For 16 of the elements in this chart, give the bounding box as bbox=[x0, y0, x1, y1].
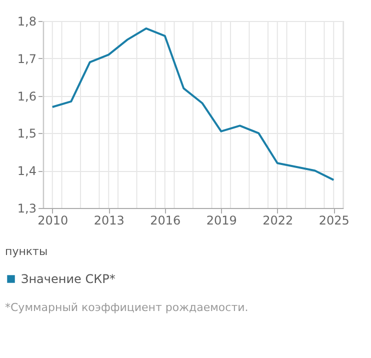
y-tick-label: 1,6 bbox=[17, 89, 36, 104]
x-tick-label: 2010 bbox=[38, 214, 68, 228]
y-tick-label: 1,5 bbox=[17, 126, 36, 141]
legend-title: пункты bbox=[5, 245, 48, 258]
y-tick-label: 1,4 bbox=[17, 164, 36, 178]
x-tick-label: 2022 bbox=[262, 214, 294, 228]
y-tick-label: 1,8 bbox=[17, 14, 36, 28]
x-tick-label: 2025 bbox=[318, 214, 350, 228]
x-tick-label: 2016 bbox=[150, 214, 181, 228]
legend-label: Значение СКР* bbox=[21, 272, 116, 286]
x-tick-label: 2019 bbox=[206, 214, 237, 228]
x-tick-label: 2013 bbox=[94, 214, 124, 228]
text: *Суммарный коэффициент рождаемости. bbox=[5, 301, 248, 314]
y-tick-label: 1,3 bbox=[17, 202, 36, 216]
y-tick-label: 1,7 bbox=[17, 52, 36, 66]
line-series bbox=[51, 27, 335, 181]
